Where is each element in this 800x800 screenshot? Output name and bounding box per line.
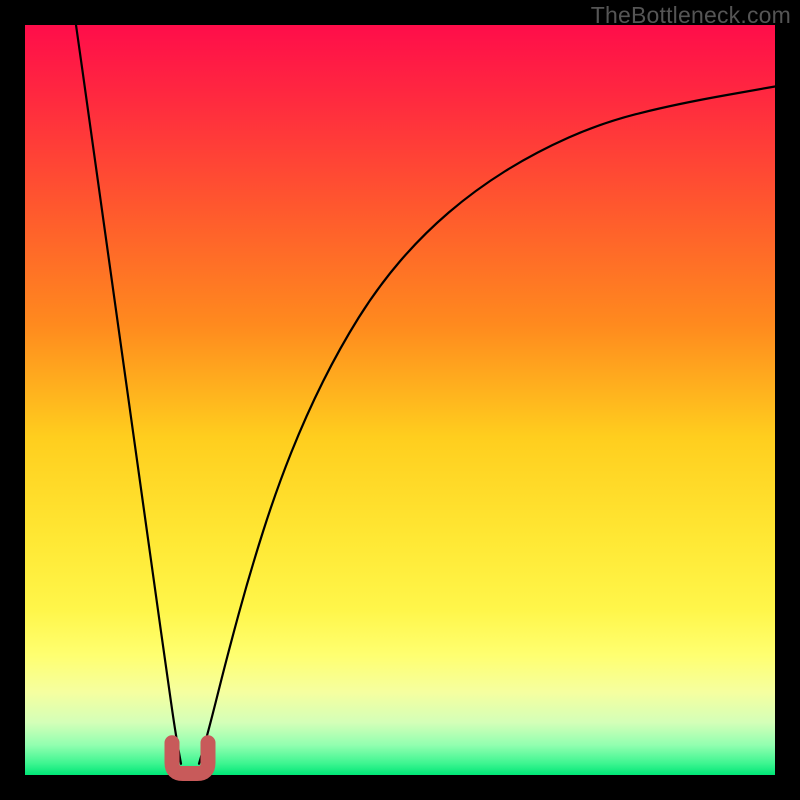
watermark-text: TheBottleneck.com (591, 2, 791, 29)
chart-root: TheBottleneck.com (0, 0, 800, 800)
gradient-background (25, 25, 775, 775)
dip-endpoint-left (165, 736, 179, 750)
dip-endpoint-right (201, 736, 215, 750)
bottleneck-chart (0, 0, 800, 800)
